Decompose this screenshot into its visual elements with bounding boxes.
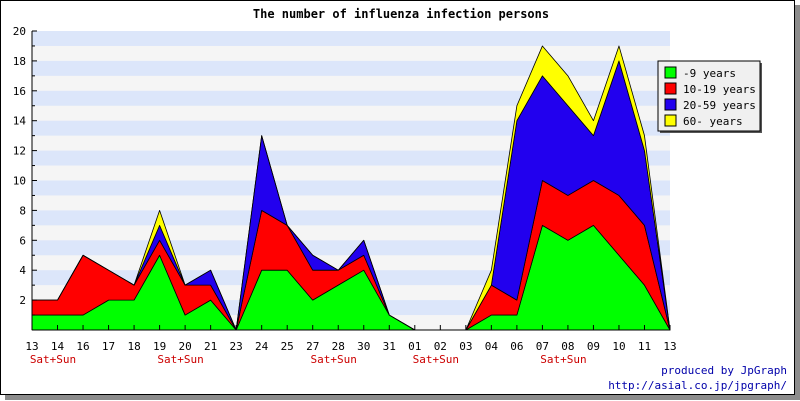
x-tick-label: 10 (612, 340, 625, 353)
grid-band (32, 31, 670, 46)
chart-title: The number of influenza infection person… (253, 7, 549, 21)
x-tick-label: 09 (587, 340, 600, 353)
weekend-label: Sat+Sun (157, 353, 203, 366)
y-tick-label: 4 (19, 264, 26, 277)
x-tick-label: 13 (25, 340, 38, 353)
legend-swatch (664, 66, 677, 79)
chart-frame: 2 4 6 8 10 12 14 16 18 20 13 14 16 17 18 19 20 21 23 24 25 2… (0, 0, 795, 395)
x-tick-label: 11 (638, 340, 651, 353)
frame-shadow-right (795, 5, 800, 400)
x-tick-label: 31 (383, 340, 396, 353)
credit-line-2[interactable]: http://asial.co.jp/jpgraph/ (608, 379, 787, 392)
x-tick-label: 21 (204, 340, 217, 353)
legend-label: 10-19 years (683, 83, 756, 96)
x-tick-label: 27 (306, 340, 319, 353)
legend-label: -9 years (683, 67, 736, 80)
x-tick-label: 30 (357, 340, 370, 353)
x-tick-label: 24 (255, 340, 269, 353)
x-tick-label: 13 (663, 340, 676, 353)
x-tick-label: 03 (459, 340, 472, 353)
x-tick-label: 02 (434, 340, 447, 353)
y-tick-label: 18 (13, 55, 26, 68)
legend-swatch (664, 114, 677, 127)
legend-swatch (664, 82, 677, 95)
x-tick-label: 28 (332, 340, 345, 353)
y-tick-label: 6 (19, 234, 26, 247)
weekend-label: Sat+Sun (540, 353, 586, 366)
weekend-label: Sat+Sun (311, 353, 357, 366)
x-tick-label: 23 (230, 340, 243, 353)
x-axis-ticks: 13 14 16 17 18 19 20 21 23 24 25 27 28 30 31 01 02 03 04 06… (25, 325, 677, 353)
x-tick-label: 19 (153, 340, 166, 353)
y-tick-label: 12 (13, 145, 26, 158)
x-tick-label: 25 (281, 340, 294, 353)
grid-band (32, 90, 670, 106)
x-tick-label: 16 (76, 340, 89, 353)
x-tick-label: 17 (102, 340, 115, 353)
x-tick-label: 08 (561, 340, 574, 353)
x-tick-label: 20 (178, 340, 191, 353)
grid-band (32, 60, 670, 76)
y-tick-label: 14 (13, 115, 27, 128)
weekend-label: Sat+Sun (413, 353, 459, 366)
x-tick-label: 07 (536, 340, 549, 353)
x-tick-label: 18 (127, 340, 140, 353)
y-axis-ticks: 2 4 6 8 10 12 14 16 18 20 (13, 25, 37, 316)
y-tick-label: 8 (19, 204, 26, 217)
legend-swatch (664, 98, 677, 111)
x-tick-label: 04 (485, 340, 499, 353)
legend-label: 20-59 years (683, 99, 756, 112)
y-tick-label: 10 (13, 175, 26, 188)
x-tick-label: 14 (51, 340, 65, 353)
grid-band (32, 120, 670, 136)
credit-line-1: produced by JpGraph (661, 364, 787, 377)
weekend-label: Sat+Sun (30, 353, 76, 366)
x-tick-label: 01 (408, 340, 421, 353)
y-tick-label: 20 (13, 25, 26, 38)
x-tick-label: 06 (510, 340, 523, 353)
legend: -9 years 10-19 years 20-59 years 60- years (657, 60, 762, 133)
legend-label: 60- years (683, 115, 743, 128)
weekend-markers: Sat+Sun Sat+Sun Sat+Sun Sat+Sun Sat+Sun (30, 353, 587, 366)
y-tick-label: 2 (19, 294, 26, 307)
y-tick-label: 16 (13, 85, 26, 98)
frame-shadow-bottom (5, 395, 800, 400)
